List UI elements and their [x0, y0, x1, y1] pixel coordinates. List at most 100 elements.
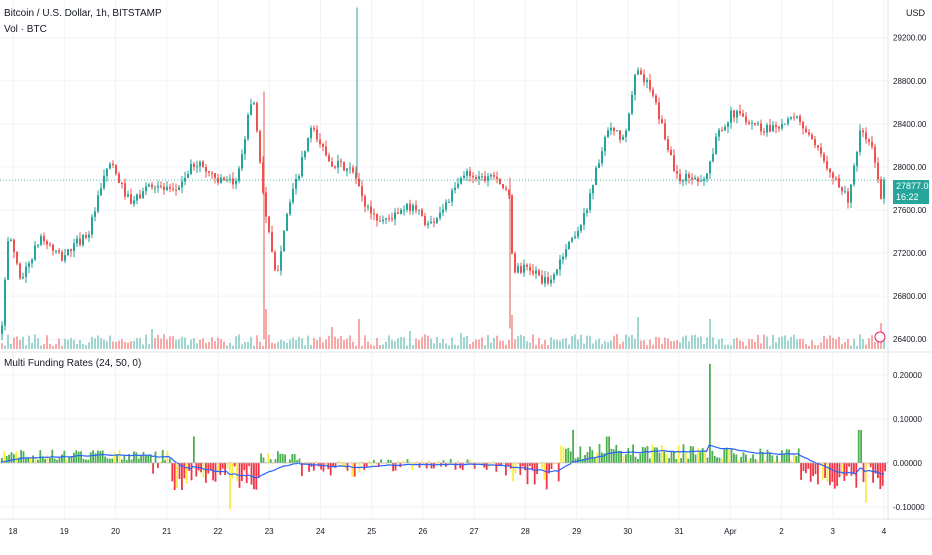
funding-bar [241, 462, 243, 482]
volume-bar [172, 336, 174, 349]
funding-bar [308, 462, 310, 472]
volume-bar [472, 341, 474, 349]
volume-bar [820, 342, 822, 349]
candle-body [517, 265, 519, 273]
funding-bar [649, 458, 651, 463]
candle-body [514, 253, 516, 273]
time-tick-label: Apr [724, 527, 737, 536]
candle-body [859, 130, 861, 153]
funding-bar [99, 451, 102, 463]
funding-bar [605, 436, 608, 463]
volume-bar [25, 345, 27, 349]
volume-bar [586, 335, 588, 349]
volume-bar [121, 339, 123, 349]
candle-body [181, 181, 183, 188]
funding-bar [841, 462, 843, 475]
funding-bar [164, 460, 166, 463]
volume-bar [142, 344, 144, 349]
funding-bar [526, 462, 529, 485]
volume-bar [166, 339, 168, 349]
funding-bar [608, 436, 610, 463]
funding-bar [87, 459, 90, 463]
funding-bar [677, 445, 680, 463]
candle-body [85, 235, 87, 238]
candle-body [496, 176, 498, 179]
volume-bar [868, 338, 870, 349]
funding-bar [651, 444, 654, 463]
funding-bar [656, 447, 658, 463]
volume-bar [832, 337, 834, 349]
candle-body [577, 230, 579, 237]
candle-body [193, 163, 195, 167]
candle-body [46, 241, 48, 245]
funding-bar [790, 460, 793, 463]
funding-bar [183, 462, 186, 479]
funding-bar [202, 462, 205, 478]
volume-bar [118, 340, 120, 349]
candle-body [610, 127, 612, 131]
funding-bar [224, 462, 226, 476]
funding-bar [152, 462, 154, 474]
funding-bar [557, 462, 560, 482]
volume-bar [208, 342, 210, 349]
funding-bar [687, 458, 690, 463]
funding-bar [334, 462, 337, 468]
candle-body [814, 139, 816, 146]
volume-bar [424, 334, 426, 349]
volume-bar [766, 336, 768, 349]
candle-body [559, 259, 561, 270]
candle-body [850, 184, 852, 203]
volume-bar [145, 334, 147, 349]
candle-body [664, 123, 666, 140]
candle-body [562, 256, 564, 260]
funding-bar [577, 457, 579, 463]
funding-bar [305, 461, 308, 463]
candle-body [1, 325, 3, 334]
candle-body [835, 178, 837, 180]
funding-bar [641, 447, 644, 463]
volume-bar [7, 334, 9, 349]
funding-bar [214, 462, 217, 482]
funding-bar [394, 462, 397, 471]
volume-bar [22, 336, 24, 349]
funding-bar [157, 462, 159, 469]
volume-bar [448, 345, 450, 349]
funding-bar [644, 447, 646, 463]
candle-body [67, 249, 69, 256]
volume-bar [229, 342, 231, 349]
volume-bar [760, 343, 762, 349]
volume-bar [466, 335, 468, 349]
time-tick-label: 3 [831, 527, 836, 536]
funding-bar [73, 452, 75, 463]
funding-bar [44, 458, 46, 463]
volume-bar [313, 338, 315, 349]
funding-bar [562, 446, 565, 463]
funding-bar [56, 459, 58, 463]
candle-body [508, 189, 510, 196]
volume-bar [739, 340, 741, 349]
funding-bar [771, 455, 774, 463]
funding-bar [293, 454, 296, 463]
volume-legend: Vol · BTC [4, 24, 47, 35]
funding-bar [737, 460, 740, 463]
candle-body [685, 174, 687, 181]
volume-bar [463, 337, 465, 349]
funding-bar [130, 459, 133, 463]
funding-bar [536, 462, 538, 475]
volume-bar [94, 338, 96, 349]
funding-bar [668, 458, 670, 463]
candle-body [793, 116, 795, 118]
volume-bar [325, 339, 327, 349]
volume-bar [226, 345, 228, 349]
funding-bar [653, 447, 656, 463]
funding-bar [195, 462, 198, 477]
funding-bar [341, 462, 344, 468]
candle-body [316, 129, 318, 140]
volume-bar [388, 335, 390, 349]
funding-bar [730, 448, 733, 463]
funding-bar [865, 462, 867, 503]
funding-bar [226, 462, 229, 469]
volume-bar [220, 339, 222, 349]
